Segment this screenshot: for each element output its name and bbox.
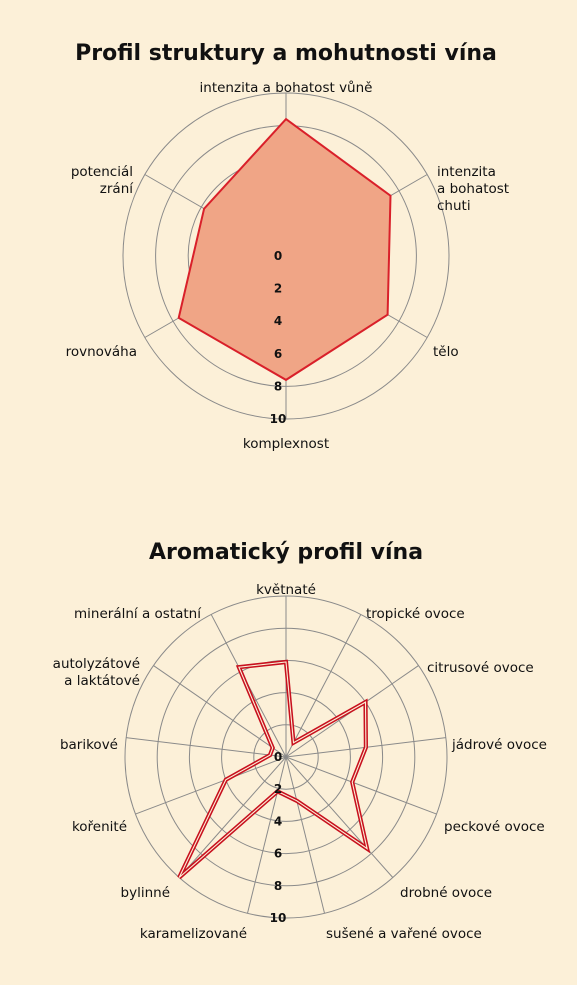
tick-label: 8 bbox=[274, 879, 282, 893]
aroma-radar-chart: Aromatický profil vína 0 2 4 6 8 10 květnaté t… bbox=[53, 540, 547, 942]
tick-label: 8 bbox=[274, 379, 282, 393]
tick-label: 10 bbox=[270, 911, 287, 925]
tick-label: 6 bbox=[274, 347, 282, 361]
axis-label: bylinné bbox=[121, 885, 170, 901]
series-outline-inner bbox=[178, 661, 368, 878]
axis-label: karamelizované bbox=[140, 926, 247, 942]
radar-grid bbox=[124, 595, 448, 919]
grid-spoke bbox=[285, 614, 362, 758]
axis-label: intenzita a bohatost vůně bbox=[200, 80, 373, 96]
structure-radar-chart: Profil struktury a mohutnosti vína 0 2 4 6 8… bbox=[66, 41, 510, 452]
chart-title: Profil struktury a mohutnosti vína bbox=[75, 41, 497, 66]
tick-label: 4 bbox=[274, 814, 282, 828]
axis-label: sušené a vařené ovoce bbox=[326, 926, 482, 942]
radial-tick-labels: 0 2 4 6 8 10 bbox=[270, 750, 287, 925]
tick-label: 10 bbox=[270, 412, 287, 426]
axis-labels: květnaté tropické ovoce citrusové ovoce jád… bbox=[53, 582, 547, 942]
chart-title: Aromatický profil vína bbox=[149, 540, 423, 565]
axis-label: jádrové ovoce bbox=[451, 737, 547, 753]
grid-spoke bbox=[178, 756, 287, 878]
grid-spoke bbox=[135, 756, 287, 815]
axis-label: autolyzátové a laktátové bbox=[53, 656, 140, 689]
grid-spoke bbox=[285, 756, 437, 815]
axis-label: barikové bbox=[60, 737, 118, 753]
axis-label: peckové ovoce bbox=[444, 819, 545, 835]
grid-spoke bbox=[153, 665, 287, 758]
radar-series-layer bbox=[177, 659, 371, 880]
axis-label: rovnováha bbox=[66, 344, 137, 360]
axis-labels: intenzita a bohatost vůně intenzita a boha… bbox=[66, 80, 510, 452]
axis-label: drobné ovoce bbox=[400, 885, 492, 901]
axis-label: komplexnost bbox=[243, 436, 329, 452]
axis-label: minerální a ostatní bbox=[74, 606, 202, 622]
tick-label: 2 bbox=[274, 782, 282, 796]
axis-label: potenciál zrání bbox=[71, 164, 134, 197]
radar-series-layer bbox=[177, 117, 392, 382]
axis-label: kořenité bbox=[72, 819, 127, 835]
axis-label: tělo bbox=[433, 344, 459, 360]
axis-label: citrusové ovoce bbox=[427, 660, 534, 676]
axis-label: květnaté bbox=[256, 582, 316, 598]
axis-label: intenzita a bohatost chuti bbox=[437, 164, 509, 214]
grid-spoke bbox=[126, 737, 287, 758]
grid-spoke bbox=[285, 756, 394, 878]
grid-spoke bbox=[246, 756, 287, 914]
series-area bbox=[177, 117, 392, 382]
axis-label: tropické ovoce bbox=[366, 606, 465, 622]
tick-label: 2 bbox=[274, 282, 282, 296]
tick-label: 4 bbox=[274, 314, 282, 328]
tick-label: 0 bbox=[274, 750, 282, 764]
tick-label: 6 bbox=[274, 847, 282, 861]
grid-spoke bbox=[285, 756, 326, 914]
radial-tick-labels: 0 2 4 6 8 10 bbox=[270, 249, 287, 426]
tick-label: 0 bbox=[274, 249, 282, 263]
